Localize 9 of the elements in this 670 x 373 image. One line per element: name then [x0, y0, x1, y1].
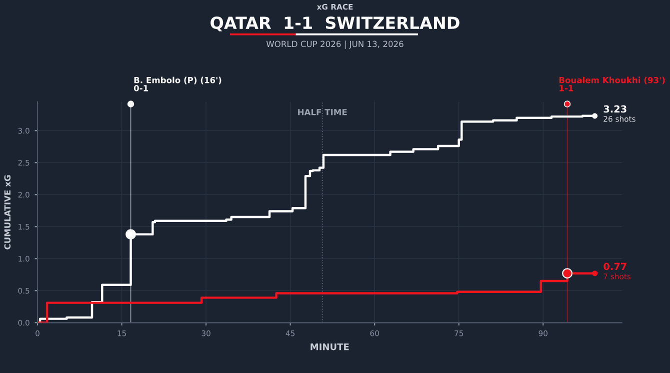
y-axis-title: CUMULATIVE xG — [4, 175, 11, 250]
ref-line-label: Boualem Khoukhi (93') 1-1 — [559, 76, 665, 92]
ref-line-label: HALF TIME — [298, 109, 347, 116]
point — [592, 113, 598, 119]
chart-title: QATAR 1-1 SWITZERLAND — [210, 16, 460, 32]
ref-line-label: B. Embolo (P) (16') 0-1 — [134, 76, 222, 92]
x-axis-title: MINUTE — [310, 344, 349, 350]
chart-subtitle: WORLD CUP 2026 | JUN 13, 2026 — [266, 40, 404, 49]
point — [592, 270, 598, 276]
